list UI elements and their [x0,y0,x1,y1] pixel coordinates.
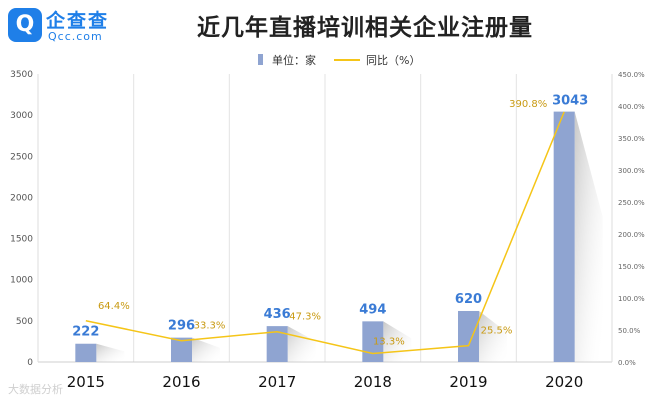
bar-shadow [574,111,603,362]
bar-value-label: 3043 [552,94,588,109]
y-right-tick-label: 200.0% [618,231,645,239]
y-right-tick-label: 350.0% [618,135,645,143]
y-left-tick-label: 2000 [10,193,33,203]
x-category-label: 2019 [449,373,487,391]
bar-value-label: 494 [359,302,386,317]
y-right-tick-label: 250.0% [618,199,645,207]
x-category-label: 2015 [67,373,105,391]
y-right-tick-label: 400.0% [618,103,645,111]
logo-q-icon: Q [8,8,42,42]
bar [553,111,575,362]
yoy-line [85,111,565,355]
y-left-tick-label: 0 [27,358,33,368]
bar-value-label: 222 [72,325,99,340]
bar-shadow [287,326,316,362]
y-right-tick-label: 0.0% [618,359,636,367]
y-right-tick-label: 50.0% [618,327,641,335]
yoy-pct-label: 25.5% [481,326,513,337]
bar-shadow [96,343,125,362]
bar [266,326,288,362]
yoy-pct-label: 13.3% [373,336,405,347]
bar [171,337,192,362]
yoy-pct-label: 47.3% [289,312,321,323]
legend-bar-label: 单位：家 [272,54,316,67]
y-left-tick-label: 2500 [10,152,33,162]
y-left-tick-label: 3000 [10,111,33,121]
yoy-pct-label: 33.3% [194,321,226,332]
legend-line-label: 同比（%） [366,54,421,67]
y-left-tick-label: 3500 [10,70,33,80]
legend-line-swatch [334,59,360,61]
bar-shadow [479,310,507,362]
bar-value-label: 620 [455,292,482,307]
bar [458,310,479,362]
x-category-label: 2020 [545,373,583,391]
x-category-label: 2018 [354,373,392,391]
x-category-label: 2016 [162,373,200,391]
bar-shadow [192,337,220,362]
qcc-logo: Q 企查查 Qcc.com [8,6,138,50]
y-right-tick-label: 150.0% [618,263,645,271]
y-right-tick-label: 300.0% [618,167,645,175]
y-left-tick-label: 500 [16,317,33,327]
bar-value-label: 436 [264,307,291,322]
y-left-tick-label: 1000 [10,276,33,286]
yoy-pct-label: 390.8% [509,99,547,110]
chart-title: 近几年直播培训相关企业注册量 [197,15,533,41]
y-right-tick-label: 450.0% [618,71,645,79]
logo-name-cn: 企查查 [46,10,110,32]
yoy-pct-label: 64.4% [98,301,130,312]
legend-bar-swatch [258,54,263,65]
watermark: 大数据分析 [8,383,63,396]
y-right-tick-label: 100.0% [618,295,645,303]
bar-value-label: 296 [168,319,195,334]
y-left-tick-label: 1500 [10,235,33,245]
x-category-label: 2017 [258,373,296,391]
bar [75,343,97,362]
logo-name-en: Qcc.com [48,30,103,43]
